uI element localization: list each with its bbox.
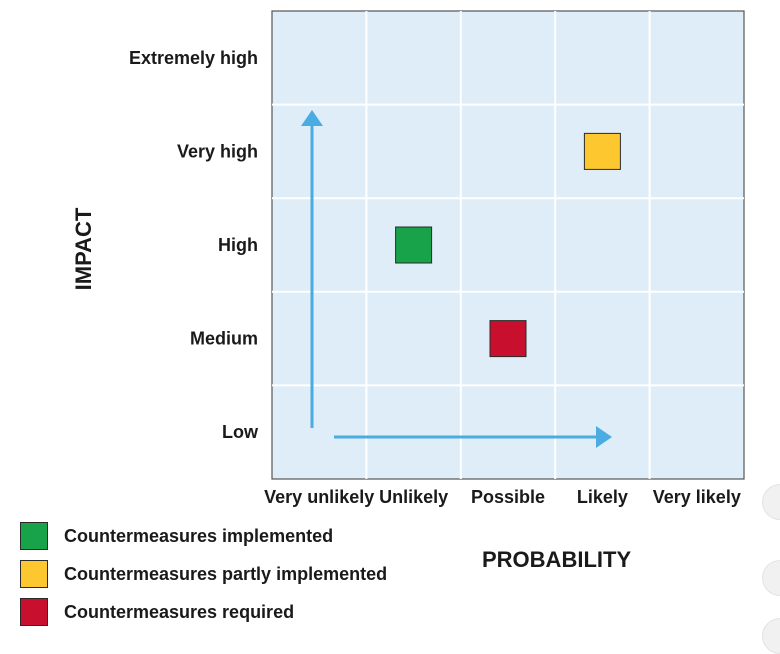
y-tick-label: Extremely high [129,48,258,68]
y-tick-label: Low [222,422,259,442]
arrow-right-icon [596,426,612,448]
y-axis-title: IMPACT [71,207,96,291]
legend-label: Countermeasures required [64,602,295,622]
legend-swatch-red [20,598,48,626]
legend-swatch-green [20,522,48,550]
data-point-marker [583,132,621,170]
grid-lines [272,11,744,479]
x-tick-label: Very likely [653,487,741,507]
data-point-marker [489,320,527,358]
plot-area [271,10,745,480]
risk-matrix-chart: Low Medium High Very high Extremely high Ver… [129,10,745,507]
data-point-marker [395,226,433,264]
x-tick-label: Very unlikely [264,487,374,507]
side-circle-decoration [762,560,780,596]
x-tick-label: Likely [577,487,628,507]
y-tick-labels: Low Medium High Very high Extremely high [129,48,259,442]
x-axis-title: PROBABILITY [482,547,632,572]
data-points [395,132,621,358]
arrow-up-icon [301,110,323,126]
y-tick-label: Medium [190,329,258,349]
x-tick-labels: Very unlikely Unlikely Possible Likely Very … [264,487,741,507]
x-tick-label: Possible [471,487,545,507]
legend-swatch-yellow [20,560,48,588]
legend-label: Countermeasures partly implemented [64,564,388,584]
legend-label: Countermeasures implemented [64,526,334,546]
y-tick-label: Very high [177,141,258,161]
x-tick-label: Unlikely [379,487,448,507]
axis-arrows [301,110,612,448]
y-tick-label: High [218,235,258,255]
side-circle-decoration [762,618,780,654]
